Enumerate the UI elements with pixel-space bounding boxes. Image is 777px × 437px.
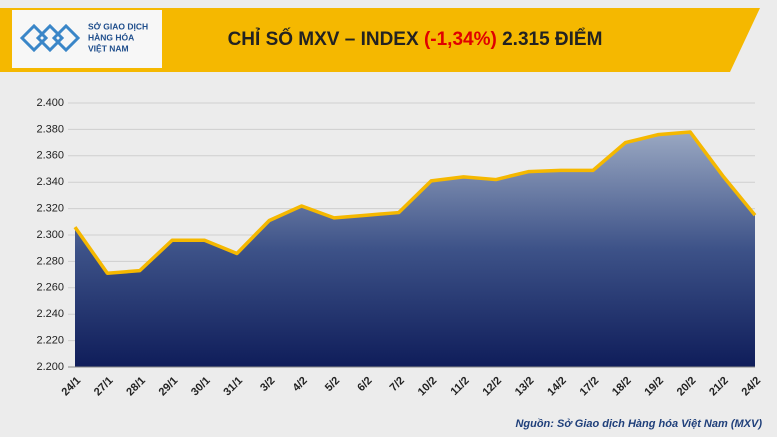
- title-value: 2.315 ĐIỂM: [502, 28, 602, 50]
- y-tick-label: 2.200: [36, 361, 64, 373]
- y-tick-label: 2.360: [36, 150, 64, 162]
- logo-text: VIỆT NAM: [88, 42, 129, 53]
- area: [75, 132, 755, 367]
- y-tick-label: 2.400: [36, 97, 64, 109]
- line: [73, 130, 757, 276]
- y-tick-label: 2.320: [36, 203, 64, 215]
- logo-text: HÀNG HÓA: [88, 31, 134, 42]
- logo-box: [12, 10, 162, 68]
- logo-mark: [19, 23, 81, 53]
- header-band: [0, 8, 760, 72]
- y-tick-label: 2.260: [36, 282, 64, 294]
- logo-text: SỞ GIAO DỊCH: [88, 20, 148, 31]
- title-prefix: CHỈ SỐ MXV – INDEX: [228, 28, 419, 50]
- y-tick-label: 2.220: [36, 335, 64, 347]
- y-tick-label: 2.280: [36, 255, 64, 267]
- y-tick-label: 2.300: [36, 229, 64, 241]
- source: Nguồn: Sở Giao dịch Hàng hóa Việt Nam (M…: [515, 418, 762, 430]
- y-tick-label: 2.340: [36, 176, 64, 188]
- title-change: (-1,34%): [424, 29, 497, 50]
- chart-title: CHỈ SỐ MXV – INDEX (-1,34%) 2.315 ĐIỂM: [228, 28, 603, 50]
- y-tick-label: 2.380: [36, 123, 64, 135]
- y-tick-label: 2.240: [36, 308, 64, 320]
